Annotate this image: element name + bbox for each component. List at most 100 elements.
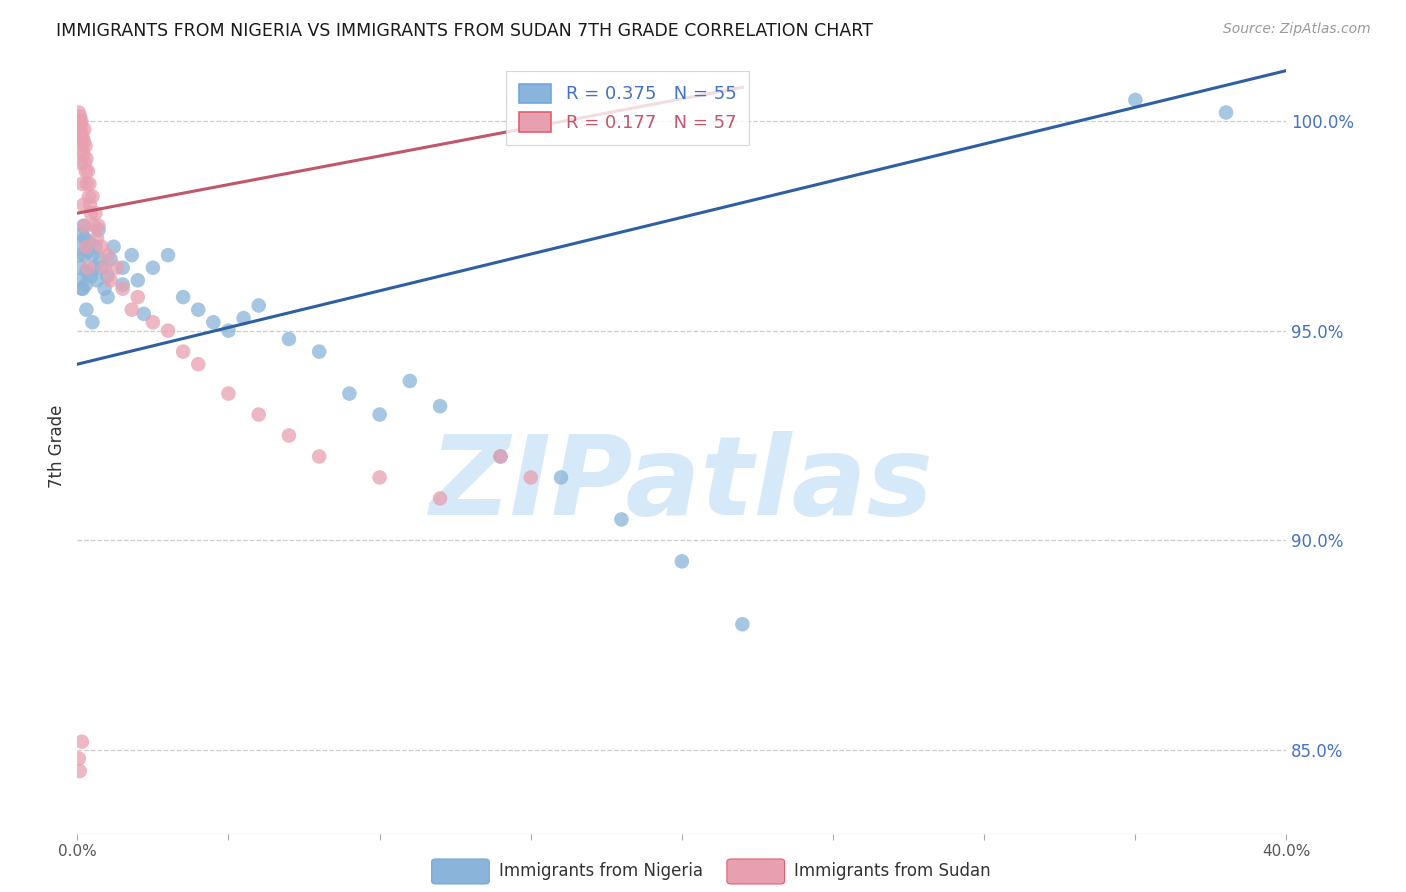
Point bbox=[75, 277, 97, 292]
Point bbox=[489, 450, 512, 464]
Legend: R = 0.375   N = 55, R = 0.177   N = 57: R = 0.375 N = 55, R = 0.177 N = 57 bbox=[506, 70, 749, 145]
Point bbox=[82, 248, 104, 262]
Point bbox=[142, 260, 165, 275]
Text: ZIPatlas: ZIPatlas bbox=[430, 432, 934, 538]
Point bbox=[75, 139, 97, 153]
Point bbox=[132, 307, 155, 321]
Point bbox=[72, 198, 94, 212]
Text: Immigrants from Nigeria: Immigrants from Nigeria bbox=[499, 863, 703, 880]
Text: Source: ZipAtlas.com: Source: ZipAtlas.com bbox=[1223, 22, 1371, 37]
Point bbox=[100, 252, 122, 267]
Point bbox=[218, 324, 240, 338]
Point bbox=[111, 260, 134, 275]
Point bbox=[75, 265, 97, 279]
Point bbox=[339, 386, 360, 401]
Point bbox=[77, 244, 100, 258]
Point bbox=[72, 147, 94, 161]
Point bbox=[111, 282, 134, 296]
Point bbox=[67, 248, 90, 262]
Point bbox=[157, 248, 180, 262]
Point bbox=[308, 344, 330, 359]
Point bbox=[69, 235, 91, 250]
Point bbox=[69, 135, 91, 149]
Point bbox=[76, 177, 98, 191]
Point bbox=[247, 298, 270, 312]
Point bbox=[1215, 105, 1237, 120]
Point bbox=[69, 114, 91, 128]
Point bbox=[96, 248, 118, 262]
Point bbox=[67, 751, 90, 765]
Point bbox=[610, 512, 633, 526]
Point bbox=[429, 491, 451, 506]
Point bbox=[67, 105, 90, 120]
Point bbox=[75, 164, 97, 178]
Point bbox=[69, 122, 91, 136]
Point bbox=[550, 470, 572, 484]
Point bbox=[142, 315, 165, 329]
Point bbox=[93, 282, 115, 296]
Point bbox=[69, 764, 91, 778]
Point bbox=[202, 315, 225, 329]
Point bbox=[80, 269, 103, 284]
Point bbox=[69, 273, 91, 287]
Point bbox=[96, 269, 118, 284]
Y-axis label: 7th Grade: 7th Grade bbox=[48, 404, 66, 488]
Point bbox=[103, 240, 125, 254]
Point bbox=[72, 282, 94, 296]
Point bbox=[187, 302, 209, 317]
Point bbox=[73, 231, 96, 245]
Point bbox=[87, 223, 110, 237]
Point bbox=[111, 277, 134, 292]
Point bbox=[72, 219, 94, 233]
Point bbox=[70, 735, 93, 749]
Point bbox=[73, 156, 96, 170]
Point bbox=[731, 617, 754, 632]
Point bbox=[83, 219, 105, 233]
Point bbox=[86, 273, 108, 287]
Point bbox=[93, 260, 115, 275]
Point bbox=[489, 450, 512, 464]
Point bbox=[308, 450, 330, 464]
Point bbox=[368, 470, 391, 484]
Point bbox=[121, 302, 143, 317]
Point bbox=[75, 152, 97, 166]
Point bbox=[96, 290, 118, 304]
Point bbox=[77, 164, 100, 178]
Point bbox=[429, 399, 451, 413]
Point bbox=[83, 260, 105, 275]
Point bbox=[671, 554, 693, 568]
Point bbox=[127, 273, 149, 287]
Point bbox=[247, 408, 270, 422]
Point bbox=[82, 189, 104, 203]
Point bbox=[72, 130, 94, 145]
Point bbox=[73, 219, 96, 233]
Point bbox=[278, 428, 301, 442]
Point bbox=[70, 127, 93, 141]
Point bbox=[84, 240, 107, 254]
Point bbox=[79, 177, 101, 191]
Point bbox=[70, 260, 93, 275]
Point bbox=[90, 260, 112, 275]
Point bbox=[70, 114, 93, 128]
Point bbox=[77, 260, 100, 275]
Point bbox=[187, 357, 209, 371]
Point bbox=[232, 311, 254, 326]
Point bbox=[70, 177, 93, 191]
Point bbox=[82, 315, 104, 329]
Text: Immigrants from Sudan: Immigrants from Sudan bbox=[794, 863, 991, 880]
Point bbox=[1125, 93, 1147, 107]
Point bbox=[105, 260, 128, 275]
Point bbox=[157, 324, 180, 338]
Point bbox=[72, 143, 94, 157]
Point bbox=[368, 408, 391, 422]
Point bbox=[77, 189, 100, 203]
Point bbox=[69, 110, 91, 124]
Point bbox=[79, 198, 101, 212]
Point bbox=[69, 156, 91, 170]
Point bbox=[73, 248, 96, 262]
Point bbox=[70, 118, 93, 132]
Point bbox=[90, 240, 112, 254]
Point bbox=[121, 248, 143, 262]
Point bbox=[84, 206, 107, 220]
Point bbox=[70, 282, 93, 296]
